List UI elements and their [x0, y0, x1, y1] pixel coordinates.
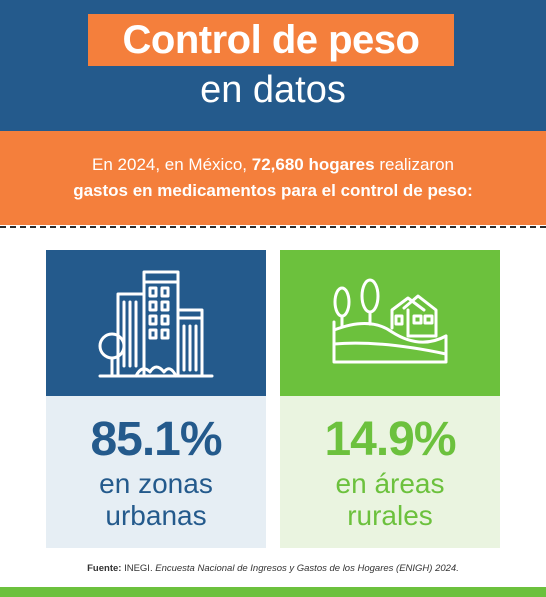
rural-label: en áreas rurales [280, 468, 500, 532]
intro-band [0, 131, 546, 225]
intro-expenses: gastos en medicamentos para el control d… [73, 181, 473, 200]
urban-icon-panel [46, 250, 266, 396]
rural-percent: 14.9% [324, 413, 456, 466]
source-org: INEGI. [124, 563, 153, 574]
city-buildings-icon [98, 270, 214, 378]
intro-households: 72,680 hogares [251, 155, 375, 174]
rural-card: 14.9% en áreas rurales [280, 250, 500, 548]
urban-label-line1: en zonas [99, 468, 213, 499]
title-highlight [88, 14, 454, 66]
dashed-divider [0, 226, 546, 228]
urban-card: 85.1% en zonas urbanas [46, 250, 266, 548]
urban-label: en zonas urbanas [46, 468, 266, 532]
intro-text: En 2024, en México, 72,680 hogares reali… [20, 152, 526, 204]
source-label: Fuente: [87, 563, 122, 574]
intro-part2: realizaron [379, 155, 454, 174]
urban-stat-panel: 85.1% en zonas urbanas [46, 396, 266, 548]
rural-label-line2: rurales [347, 500, 433, 531]
source-note: Fuente: INEGI. Encuesta Nacional de Ingr… [0, 563, 546, 574]
page-subtitle: en datos [200, 69, 346, 111]
rural-house-icon [332, 278, 448, 364]
intro-part1: En 2024, en México, [92, 155, 247, 174]
source-title: Encuesta Nacional de Ingresos y Gastos d… [155, 563, 459, 574]
rural-label-line1: en áreas [335, 468, 445, 499]
urban-label-line2: urbanas [105, 500, 207, 531]
rural-icon-panel [280, 250, 500, 396]
rural-stat-panel: 14.9% en áreas rurales [280, 396, 500, 548]
footer-bar [0, 587, 546, 597]
urban-percent: 85.1% [90, 413, 222, 466]
page-title: Control de peso [122, 18, 420, 62]
